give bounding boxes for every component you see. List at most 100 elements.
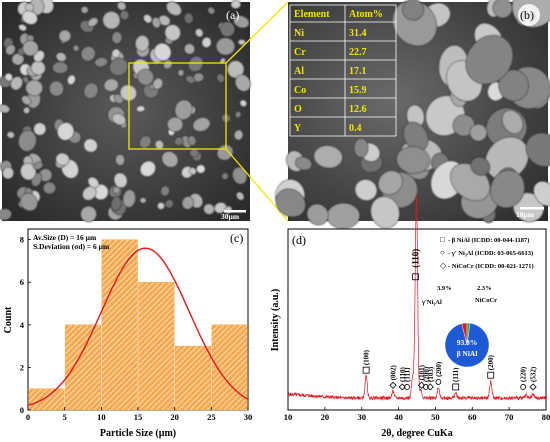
- xrd-peak-marker: [529, 383, 537, 391]
- sem-particle: [103, 78, 119, 92]
- pie-slice: [444, 323, 490, 368]
- sem-particle: [236, 191, 245, 201]
- sem-particle: [119, 10, 130, 21]
- xrd-peak-label: (111): [404, 367, 412, 382]
- sem-particle: [72, 44, 80, 52]
- sem-particle: [111, 113, 127, 126]
- xrd-peak-label: (002): [390, 364, 398, 380]
- sem-particle: [275, 188, 306, 218]
- pie-pct-nicocr: 2.3%: [477, 285, 492, 292]
- sem-particle: [221, 172, 229, 180]
- panel-a: (a) 30µm: [0, 0, 251, 223]
- sem-particle: [57, 122, 75, 141]
- sem-particle: [23, 106, 31, 114]
- xrd-peak-label: (110): [399, 367, 407, 382]
- xrd-x-tick-label: 10: [284, 412, 293, 422]
- xrd-x-tick-label: 40: [394, 412, 403, 422]
- sem-particle: [354, 179, 378, 201]
- xrd-peak-marker: [520, 384, 527, 390]
- panel-c-histogram: 0 5 10 15 20 25 30 0 2 4 6 8 Av.Size (D) = 16 µm S…: [3, 228, 252, 439]
- histogram-x-tick-label: 30: [244, 412, 253, 422]
- sem-particle: [83, 138, 98, 153]
- phase-pie-chart: [444, 322, 490, 368]
- sem-particle: [83, 82, 99, 99]
- sem-particle: [163, 59, 173, 70]
- sem-particle: [110, 196, 122, 211]
- sem-particle: [452, 114, 475, 137]
- sem-particle: [219, 21, 236, 37]
- sem-particles-a: [0, 0, 251, 223]
- eds-element-al: Al: [294, 66, 304, 77]
- legend-text-nicocr: - NiCoCr (ICDD: 00-021-1271): [448, 263, 534, 270]
- sem-particle: [188, 167, 197, 176]
- xrd-peak-label: (532): [530, 366, 538, 382]
- legend-text-gamma: - γ' Ni₃Al (ICDD: 03-065-6613): [448, 250, 533, 257]
- zoom-connector-bottom: [225, 148, 289, 222]
- histogram-ylabel: Count: [3, 306, 14, 333]
- histogram-bar: [101, 239, 138, 411]
- sem-particle: [485, 136, 529, 181]
- eds-element-cr: Cr: [294, 47, 306, 58]
- sem-particle: [0, 104, 10, 114]
- sem-particle: [80, 205, 97, 223]
- xrd-legend: □ - β NiAl (ICDD: 00-044-1187) ○ - γ' Ni…: [440, 235, 534, 270]
- xrd-x-tick-label: 80: [542, 412, 550, 422]
- scale-bar-a-label: 30µm: [221, 212, 240, 221]
- xrd-peak-label: (111): [452, 367, 460, 382]
- xrd-peak-marker: [422, 384, 429, 390]
- sem-particle: [115, 154, 126, 166]
- xrd-peak-label: (110): [411, 249, 421, 268]
- legend-symbol-beta: □: [440, 235, 445, 244]
- sem-particle: [113, 172, 128, 188]
- sem-particle: [490, 169, 525, 209]
- eds-value-co: 15.9: [349, 85, 367, 96]
- sem-particle: [80, 6, 89, 14]
- sem-particle: [18, 24, 27, 32]
- sem-particle: [184, 43, 195, 55]
- sem-particle: [158, 15, 171, 26]
- sem-particle: [177, 69, 185, 77]
- eds-header-atom: Atom%: [349, 9, 383, 20]
- pie-label-nicocr: NiCoCr: [475, 297, 497, 304]
- histogram-x-ticks: 0 5 10 15 20 25 30: [26, 407, 252, 422]
- histogram-bar: [174, 345, 212, 411]
- sem-particle: [38, 168, 53, 182]
- sem-particle: [465, 34, 514, 85]
- sem-particle: [370, 196, 400, 229]
- sem-particle: [160, 185, 170, 197]
- histogram-annotation-avg: Av.Size (D) = 16 µm: [33, 233, 97, 242]
- eds-value-al: 17.1: [349, 66, 367, 77]
- panel-b: (b) (b) 10µm Element Atom% Ni 31.4 Cr 22…: [275, 0, 550, 229]
- histogram-x-tick-label: 10: [97, 412, 106, 422]
- sem-particle: [102, 11, 121, 30]
- sem-particle: [10, 76, 23, 91]
- sem-particle: [80, 46, 96, 62]
- xrd-peak-marker: [404, 384, 410, 390]
- pie-label-beta: β NiAl: [457, 349, 478, 358]
- xrd-peak-label: (101): [418, 364, 426, 380]
- sem-particle: [326, 202, 360, 229]
- sem-particle: [469, 123, 488, 142]
- sem-particle: [185, 75, 196, 84]
- sem-particle: [353, 137, 369, 158]
- sem-particle: [525, 132, 550, 167]
- sem-particle: [4, 72, 13, 82]
- histogram-x-tick-label: 25: [207, 412, 216, 422]
- eds-header-element: Element: [294, 9, 330, 20]
- xrd-peak-label: (200): [435, 361, 443, 377]
- sem-particle: [533, 181, 550, 207]
- sem-particle: [313, 145, 343, 169]
- sem-particle: [21, 10, 38, 25]
- sem-particle: [67, 74, 76, 85]
- sem-particle: [49, 80, 64, 97]
- sem-particle: [306, 203, 329, 226]
- sem-particle: [187, 55, 204, 73]
- sem-particle: [187, 135, 197, 146]
- xrd-peak-marker: [487, 371, 495, 379]
- sem-particle: [58, 29, 72, 43]
- sem-particle: [112, 186, 121, 194]
- xrd-ylabel: Intensity (a.u.): [270, 289, 281, 352]
- sem-image-a: [2, 2, 250, 221]
- sem-particle: [183, 12, 194, 24]
- histogram-y-tick-label: 6: [20, 277, 24, 287]
